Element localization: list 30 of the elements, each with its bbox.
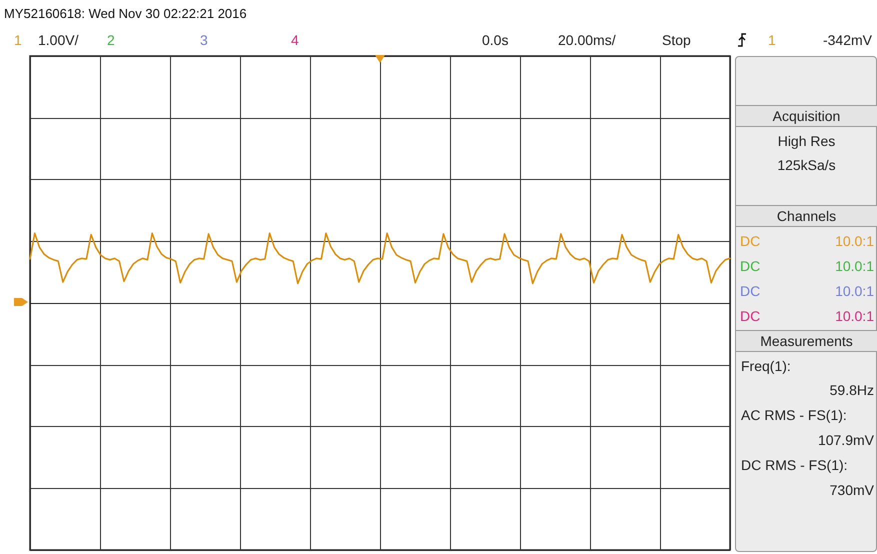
text: AC RMS - FS(1): — [741, 406, 847, 425]
text: DC — [740, 257, 760, 276]
text: DC RMS - FS(1): — [741, 456, 848, 475]
text: 10.0:1 — [834, 282, 874, 301]
text: Channels — [736, 205, 877, 227]
text: 4 — [291, 31, 299, 50]
text: DC — [740, 307, 760, 326]
text: Stop — [662, 31, 691, 50]
text: 0.0s — [482, 31, 508, 50]
text: Freq(1): — [741, 357, 791, 376]
text: 1 — [14, 31, 22, 50]
text: Measurements — [736, 330, 877, 352]
text: 1.00V/ — [38, 31, 78, 50]
text: DC — [740, 232, 760, 251]
text: -342mV — [822, 31, 872, 50]
text: Acquisition — [736, 105, 877, 127]
text: 125kSa/s — [776, 156, 837, 175]
text: 59.8Hz — [828, 381, 874, 400]
text: High Res — [776, 132, 836, 151]
chart-title: MY52160618: Wed Nov 30 02:22:21 2016 — [4, 6, 247, 21]
text: 1 — [768, 31, 776, 50]
text: 730mV — [828, 481, 874, 500]
text: 2 — [107, 31, 115, 50]
text: 10.0:1 — [834, 257, 874, 276]
text: 107.9mV — [816, 431, 874, 450]
text: DC — [740, 282, 760, 301]
text: 10.0:1 — [834, 232, 874, 251]
text: 20.00ms/ — [558, 31, 616, 50]
text: 10.0:1 — [834, 307, 874, 326]
text: 3 — [200, 31, 208, 50]
